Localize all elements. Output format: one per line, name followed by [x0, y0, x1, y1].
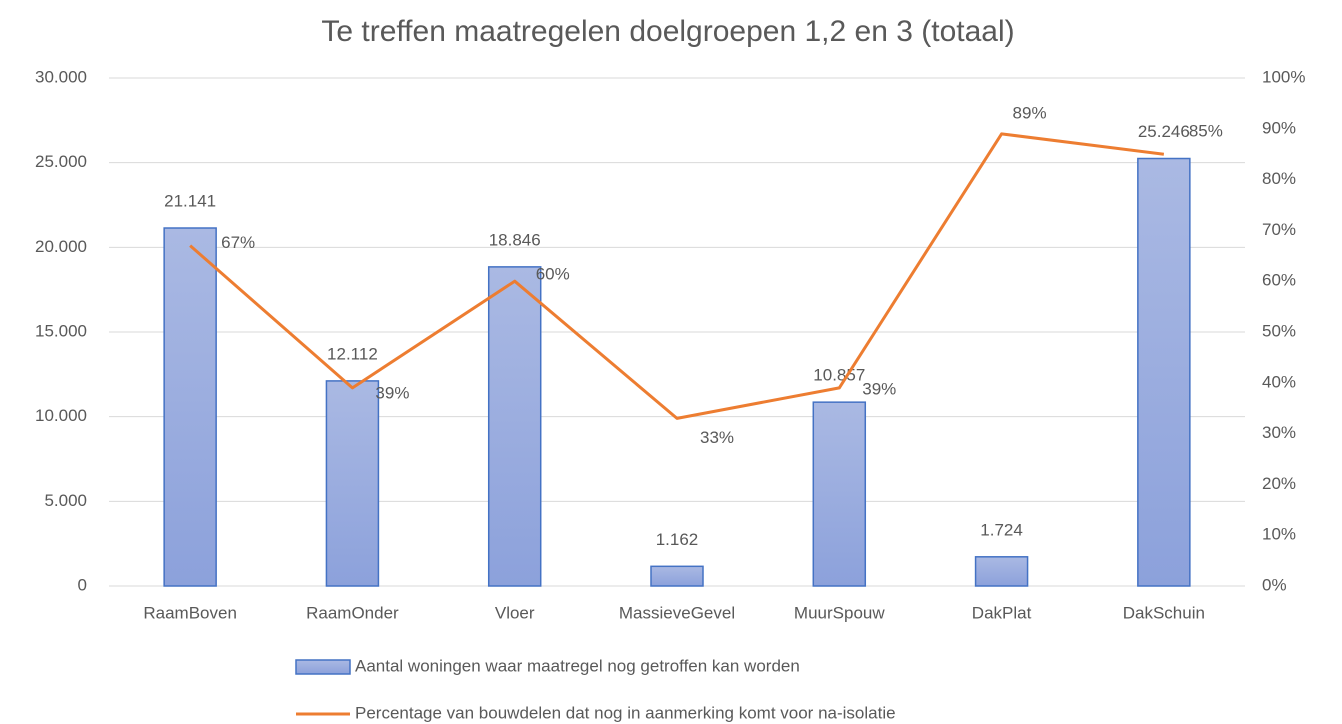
bar [650, 565, 704, 587]
x-tick-label: MassieveGevel [619, 603, 735, 622]
bar [325, 380, 380, 587]
y2-tick-label: 60% [1262, 271, 1296, 290]
data-label: 12.112 [327, 344, 378, 363]
chart-title: Te treffen maatregelen doelgroepen 1,2 e… [321, 15, 1014, 48]
data-label: 10.857 [813, 366, 865, 385]
y2-tick-label: 80% [1262, 169, 1296, 188]
data-label: 33% [700, 428, 734, 447]
data-label: 21.141 [164, 191, 216, 210]
y2-tick-label: 70% [1262, 220, 1296, 239]
x-tick-label: RaamOnder [306, 603, 399, 622]
y2-tick-label: 100% [1262, 67, 1305, 86]
data-label: 60% [536, 265, 570, 284]
y2-tick-label: 90% [1262, 118, 1296, 137]
bar [1137, 157, 1191, 587]
data-label: 18.846 [489, 230, 541, 249]
data-label: 67% [221, 233, 255, 252]
line [189, 132, 1165, 420]
data-label: 85% [1189, 122, 1223, 141]
bar [487, 266, 542, 587]
data-label: 25.246 [1138, 122, 1190, 141]
bar [163, 227, 217, 587]
y-tick-label: 5.000 [44, 491, 87, 510]
y-tick-label: 30.000 [35, 67, 87, 86]
x-tick-label: RaamBoven [143, 603, 237, 622]
data-label: 39% [375, 383, 409, 402]
data-label: 1.162 [656, 530, 699, 549]
bar [812, 401, 867, 587]
x-tick-label: DakPlat [972, 603, 1032, 622]
y2-tick-label: 30% [1262, 423, 1296, 442]
data-label: 39% [862, 379, 896, 398]
x-tick-label: DakSchuin [1123, 603, 1205, 622]
y-tick-label: 10.000 [35, 406, 87, 425]
y2-tick-label: 0% [1262, 575, 1287, 594]
x-tick-label: MuurSpouw [794, 603, 885, 622]
x-tick-label: Vloer [495, 603, 535, 622]
y2-tick-label: 50% [1262, 321, 1296, 340]
data-label: 89% [1013, 103, 1047, 122]
legend-label: Percentage van bouwdelen dat nog in aanm… [355, 703, 896, 722]
y-tick-label: 15.000 [35, 321, 87, 340]
y2-tick-label: 10% [1262, 525, 1296, 544]
y-tick-label: 25.000 [35, 152, 87, 171]
bar [974, 556, 1029, 587]
y2-tick-label: 20% [1262, 474, 1296, 493]
y2-tick-label: 40% [1262, 372, 1296, 391]
y-tick-label: 20.000 [35, 237, 87, 256]
legend-label: Aantal woningen waar maatregel nog getro… [355, 656, 800, 675]
data-label: 1.724 [980, 520, 1023, 539]
y-tick-label: 0 [78, 575, 87, 594]
legend-swatch [295, 659, 351, 675]
